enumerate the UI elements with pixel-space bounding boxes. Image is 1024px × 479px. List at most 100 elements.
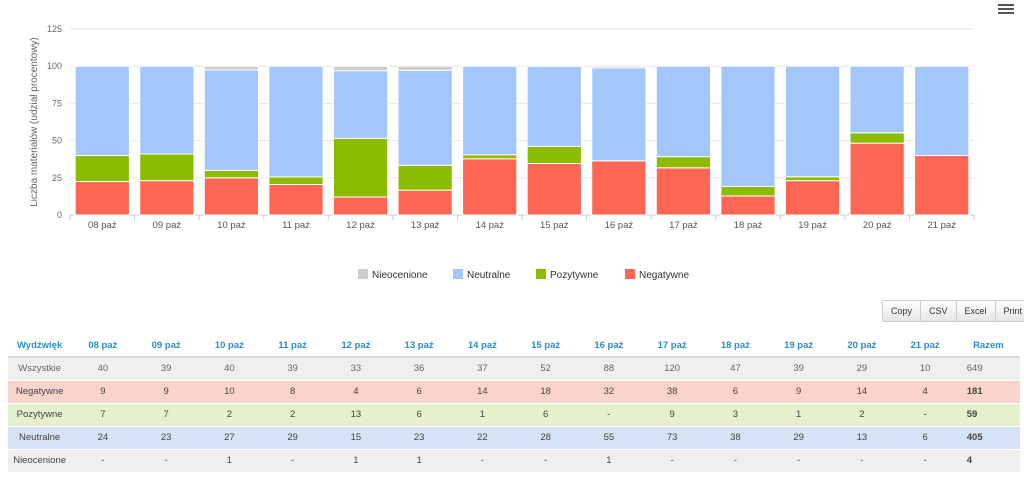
print-button[interactable]: Print — [995, 301, 1024, 321]
row-total: 4 — [956, 449, 1020, 473]
bar-segment-nieocenione — [203, 65, 260, 71]
table-cell: - — [703, 449, 767, 473]
bar-segment-nieocenione — [397, 65, 453, 71]
excel-button[interactable]: Excel — [956, 301, 996, 321]
column-header[interactable]: 19 paź — [767, 334, 831, 358]
table-cell: 24 — [71, 426, 135, 450]
bar-segment-negatywne — [655, 167, 712, 216]
y-tick-label: 100 — [47, 61, 62, 71]
table-cell: 36 — [387, 357, 451, 381]
column-header[interactable]: 08 paź — [71, 334, 135, 358]
csv-button[interactable]: CSV — [921, 301, 957, 321]
table-cell: 13 — [830, 426, 894, 450]
table-cell: 6 — [703, 380, 767, 404]
table-cell: 23 — [134, 426, 198, 450]
bar-segment-neutralne — [914, 65, 970, 156]
column-header[interactable]: 21 paź — [893, 334, 957, 358]
bar-segment-negatywne — [591, 160, 647, 216]
x-tick-label: 15 paź — [540, 220, 569, 231]
column-header-label[interactable]: Wydźwięk — [8, 334, 72, 358]
table-cell: 32 — [577, 380, 641, 404]
table-cell: - — [71, 449, 135, 473]
table-cell: - — [893, 403, 957, 427]
bar-segment-neutralne — [720, 65, 776, 187]
column-header[interactable]: 11 paź — [261, 334, 325, 358]
column-header[interactable]: 20 paź — [830, 334, 894, 358]
table-cell: 29 — [261, 426, 325, 450]
table-row: Negatywne 9 9 10 8 4 6 14 18 32 38 6 9 14 4 181 — [8, 380, 1020, 404]
bar-segment-neutralne — [74, 65, 130, 156]
table-cell: 52 — [514, 357, 578, 381]
table-cell: 27 — [197, 426, 261, 450]
bar-segment-negatywne — [203, 177, 260, 216]
table-cell: 22 — [450, 426, 514, 450]
table-cell: 9 — [640, 403, 704, 427]
column-header[interactable]: 18 paź — [703, 334, 767, 358]
x-tick-label: 10 paź — [217, 220, 246, 231]
table-cell: 2 — [830, 403, 894, 427]
row-total: 181 — [956, 380, 1020, 404]
table-cell: - — [577, 403, 641, 427]
legend-item-pozytywne: Pozytywne — [550, 270, 599, 281]
table-cell: 13 — [324, 403, 388, 427]
row-label: Nieocenione — [8, 449, 72, 473]
bar-segment-negatywne — [268, 183, 324, 216]
column-header[interactable]: 14 paź — [450, 334, 514, 358]
row-total: 649 — [956, 357, 1020, 381]
y-axis-label: Liczba materiałów (udział procentowy) — [29, 37, 40, 207]
bar-segment-negatywne — [720, 195, 776, 216]
column-header[interactable]: 17 paź — [640, 334, 704, 358]
chart-menu-icon[interactable] — [998, 2, 1014, 16]
table-cell: 29 — [767, 426, 831, 450]
table-cell: 47 — [703, 357, 767, 381]
x-tick-label: 09 paź — [153, 220, 182, 231]
table-cell: 1 — [577, 449, 641, 473]
table-cell: - — [767, 449, 831, 473]
y-tick-label: 25 — [52, 173, 62, 183]
bar-segment-neutralne — [849, 65, 905, 134]
copy-button[interactable]: Copy — [883, 301, 922, 321]
table-cell: 88 — [577, 357, 641, 381]
bar-segment-neutralne — [268, 65, 324, 178]
bar-segment-pozytywne — [203, 169, 260, 179]
row-total: 59 — [956, 403, 1020, 427]
table-cell: 40 — [71, 357, 135, 381]
table-cell: 73 — [640, 426, 704, 450]
table-cell: 10 — [893, 357, 957, 381]
x-tick-label: 20 paź — [863, 220, 892, 231]
column-header[interactable]: 16 paź — [577, 334, 641, 358]
table-cell: 33 — [324, 357, 388, 381]
table-cell: 15 — [324, 426, 388, 450]
column-header[interactable]: Razem — [956, 334, 1020, 358]
bar-segment-neutralne — [655, 65, 712, 158]
table-cell: 7 — [71, 403, 135, 427]
x-tick-label: 12 paź — [346, 220, 375, 231]
x-tick-label: 17 paź — [669, 220, 698, 231]
bar-segment-negatywne — [139, 180, 195, 216]
bar-segment-pozytywne — [139, 153, 195, 182]
x-tick-label: 18 paź — [734, 220, 763, 231]
row-label: Wszystkie — [8, 357, 72, 381]
table-header-row: Wydźwięk 08 paź 09 paź 10 paź 11 paź 12 paź 13… — [8, 334, 1020, 358]
table-cell: - — [450, 449, 514, 473]
bar-segment-pozytywne — [462, 154, 518, 160]
bar-segment-negatywne — [914, 154, 970, 216]
column-header[interactable]: 13 paź — [387, 334, 451, 358]
row-total: 405 — [956, 426, 1020, 450]
column-header[interactable]: 10 paź — [197, 334, 261, 358]
bar-segment-neutralne — [526, 65, 582, 147]
row-label: Neutralne — [8, 426, 72, 450]
bar-segment-pozytywne — [268, 176, 324, 185]
row-label: Pozytywne — [8, 403, 72, 427]
column-header[interactable]: 15 paź — [514, 334, 578, 358]
bar-segment-negatywne — [526, 163, 582, 216]
column-header[interactable]: 12 paź — [324, 334, 388, 358]
column-header[interactable]: 09 paź — [134, 334, 198, 358]
legend-item-nieocenione: Nieocenione — [372, 270, 428, 281]
x-tick-label: 19 paź — [798, 220, 827, 231]
table-cell: - — [830, 449, 894, 473]
x-tick-label: 21 paź — [927, 220, 956, 231]
table-cell: 1 — [450, 403, 514, 427]
stacked-bar-chart: 0 25 50 75 100 125 Liczba materiałów (udział p… — [29, 24, 975, 281]
bar-segment-pozytywne — [397, 164, 453, 191]
